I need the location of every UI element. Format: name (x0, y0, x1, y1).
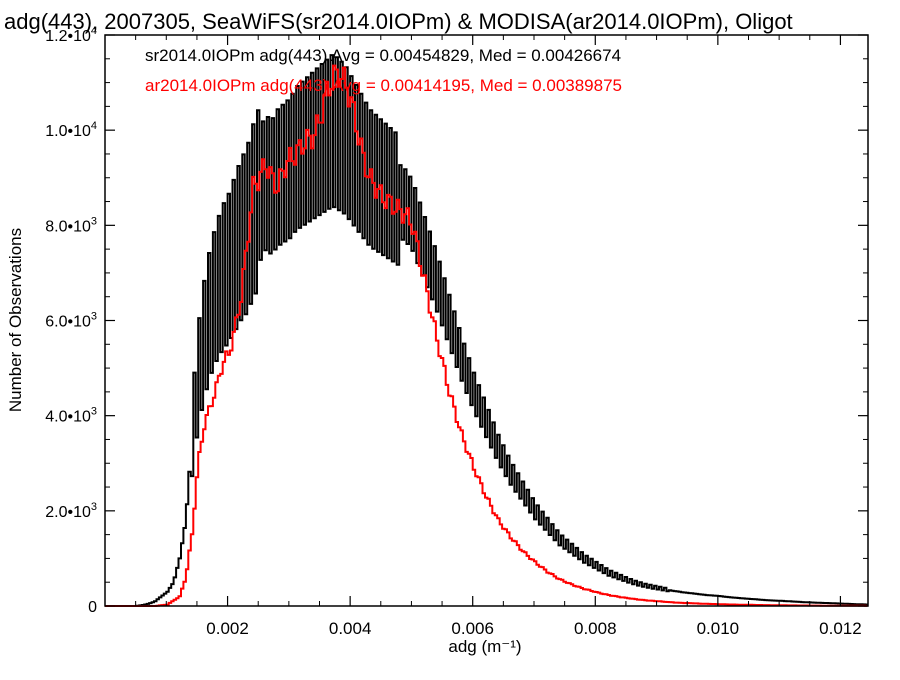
x-axis-label: adg (m⁻¹) (448, 637, 521, 656)
y-axis: 0 2.0•103 4.0•103 6.0•103 8.0•103 1.0•104 1.2•… (45, 25, 868, 616)
series-annotation-ar: ar2014.0IOPm adg(443) Avg = 0.00414195, … (145, 76, 622, 95)
series-line-ar2014 (105, 64, 868, 607)
y-tick-label: 6.0•103 (45, 311, 97, 331)
chart-marks (105, 54, 869, 607)
y-tick-label: 1.0•104 (45, 120, 97, 140)
chart-title: adg(443), 2007305, SeaWiFS(sr2014.0IOPm)… (4, 9, 793, 34)
series-annotation-sr: sr2014.0IOPm adg(443) Avg = 0.00454829, … (145, 46, 621, 65)
x-tick-label: 0.010 (697, 619, 740, 638)
x-tick-label: 0.004 (329, 619, 372, 638)
y-tick-label: 1.2•104 (45, 25, 97, 45)
y-tick-label: 4.0•103 (45, 406, 97, 426)
y-tick-label: 0 (88, 599, 97, 616)
y-tick-label: 2.0•103 (45, 501, 97, 521)
x-axis: 0.002 0.004 0.006 0.008 0.010 0.012 (135, 35, 862, 638)
x-tick-label: 0.012 (819, 619, 862, 638)
y-tick-label: 8.0•103 (45, 215, 97, 235)
x-tick-label: 0.002 (206, 619, 249, 638)
series-line-sr2014 (105, 54, 869, 607)
x-tick-label: 0.008 (574, 619, 617, 638)
y-axis-label: Number of Observations (6, 228, 25, 412)
x-tick-label: 0.006 (451, 619, 494, 638)
